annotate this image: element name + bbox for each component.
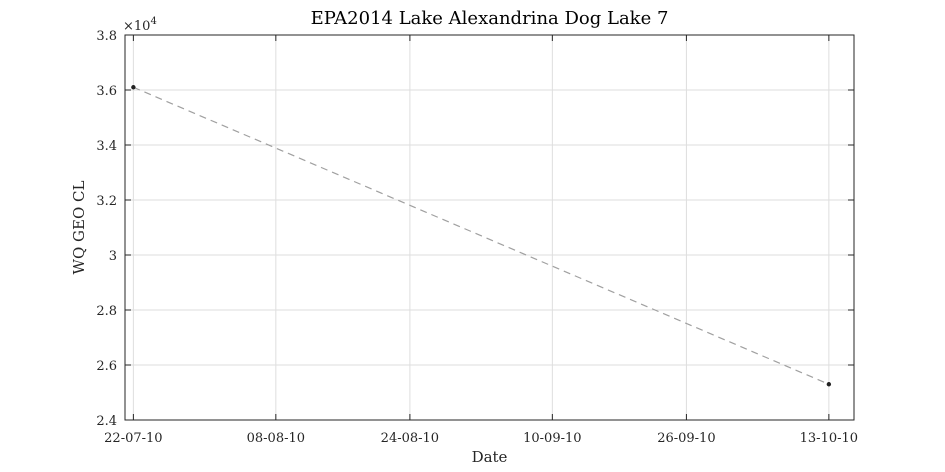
y-axis-label: WQ GEO CL <box>70 181 88 275</box>
data-point <box>131 85 136 90</box>
y-exponent-label: ×104 <box>123 16 157 34</box>
plot-frame <box>124 34 855 421</box>
y-tick-label: 3.2 <box>96 194 117 209</box>
y-tick-label: 3.6 <box>96 84 117 99</box>
x-tick-label: 08-08-10 <box>247 431 305 446</box>
y-exponent-power: 4 <box>150 16 156 27</box>
x-tick-label: 10-09-10 <box>523 431 581 446</box>
x-tick-label: 24-08-10 <box>381 431 439 446</box>
x-tick-label: 26-09-10 <box>657 431 715 446</box>
y-tick-label: 3.8 <box>96 29 117 44</box>
x-tick-label: 22-07-10 <box>104 431 162 446</box>
y-exponent-base: ×10 <box>123 19 150 34</box>
y-tick-label: 3.4 <box>96 139 117 154</box>
data-point <box>826 382 832 387</box>
chart-title: EPA2014 Lake Alexandrina Dog Lake 7 <box>311 8 669 29</box>
series-line <box>133 86 830 385</box>
y-tick-label: 2.8 <box>96 304 117 319</box>
grid <box>125 34 854 421</box>
ticks: 22-07-10 08-08-10 24-08-10 10-09-10 26-09-10… <box>96 29 858 446</box>
y-tick-label: 2.6 <box>96 359 117 374</box>
y-tick-label: 3 <box>109 249 117 264</box>
x-tick-label: 13-10-10 <box>800 431 858 446</box>
y-tick-label: 2.4 <box>96 414 117 429</box>
series <box>131 85 832 387</box>
x-axis-label: Date <box>472 448 508 466</box>
